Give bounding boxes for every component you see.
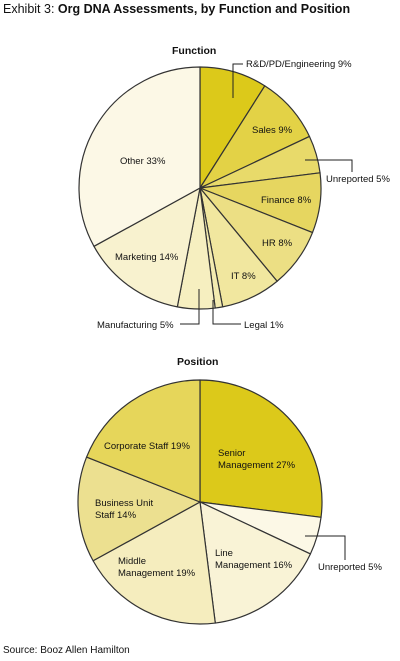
label-business-unit-staff-line: Staff 14% — [95, 510, 137, 521]
source-note: Source: Booz Allen Hamilton — [3, 645, 130, 656]
pie-slice-other — [78, 66, 201, 247]
pie-slice-corporate-staff — [85, 379, 201, 503]
label-corporate-staff: Corporate Staff 19% — [104, 441, 190, 452]
position-pie-chart: Senior Management 27%Unreported 5%Line Man… — [77, 379, 382, 625]
label-business-unit-staff: Business Unit Staff 14% — [95, 498, 153, 521]
pie-slice-middle-management — [92, 501, 216, 625]
exhibit-heading: Org DNA Assessments, by Function and Pos… — [57, 2, 351, 16]
label-sales: Sales 9% — [252, 125, 293, 136]
leader-legal — [212, 300, 241, 325]
function-pie-chart: R&D/PD/Engineering 9% Sales 9% Unreported … — [78, 59, 390, 331]
label-unreported: Unreported 5% — [326, 174, 390, 185]
label-middle-management-line: Middle — [118, 556, 146, 567]
label-line-management: Line Management 16% — [215, 548, 293, 571]
pie-slice-senior-management — [199, 379, 323, 518]
label-finance: Finance 8% — [261, 195, 312, 206]
label-legal: Legal 1% — [244, 320, 284, 331]
label-it: IT 8% — [231, 271, 256, 282]
label-manufacturing: Manufacturing 5% — [97, 320, 174, 331]
label-unreported-position: Unreported 5% — [318, 562, 382, 573]
label-unreported-position-line: Unreported 5% — [318, 562, 382, 573]
label-hr: HR 8% — [262, 238, 293, 249]
leader-rd-pd-engineering — [232, 63, 243, 98]
label-business-unit-staff-line: Business Unit — [95, 498, 153, 509]
label-marketing: Marketing 14% — [115, 252, 179, 263]
label-rd-pd-engineering: R&D/PD/Engineering 9% — [246, 59, 352, 70]
function-chart-title: Function — [172, 45, 217, 57]
label-line-management-line: Management 16% — [215, 560, 293, 571]
label-other: Other 33% — [120, 156, 166, 167]
leader-unreported — [305, 159, 353, 172]
pie-slice-marketing — [93, 187, 201, 308]
leader-unreported-position — [305, 535, 346, 560]
exhibit-title: Exhibit 3: Org DNA Assessments, by Funct… — [3, 2, 350, 16]
leader-manufacturing — [180, 289, 200, 325]
exhibit-label: Exhibit 3: — [3, 2, 55, 16]
pie-slice-business-unit-staff — [77, 456, 201, 562]
label-corporate-staff-line: Corporate Staff 19% — [104, 441, 190, 452]
position-chart-title: Position — [177, 356, 219, 368]
label-middle-management-line: Management 19% — [118, 568, 196, 579]
label-senior-management-line: Senior — [218, 448, 245, 459]
label-senior-management: Senior Management 27% — [218, 448, 296, 471]
label-senior-management-line: Management 27% — [218, 460, 296, 471]
pie-slice-line-management — [199, 501, 311, 624]
label-middle-management: Middle Management 19% — [118, 556, 196, 579]
label-line-management-line: Line — [215, 548, 233, 559]
